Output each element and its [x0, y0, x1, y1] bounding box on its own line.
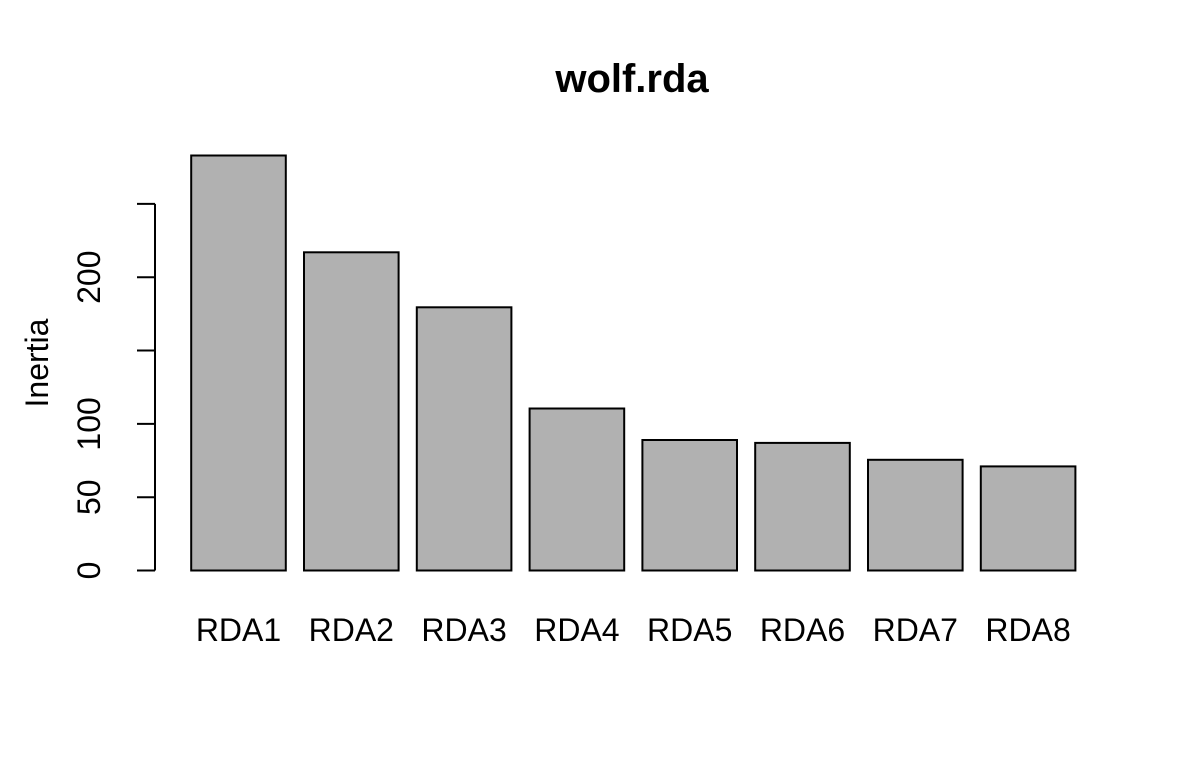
bar-RDA5 — [641, 439, 739, 572]
x-category-label-RDA8: RDA8 — [985, 612, 1070, 648]
bar-RDA6 — [754, 441, 851, 572]
bar-RDA3 — [415, 306, 513, 572]
bars-layer — [190, 154, 1077, 572]
x-category-label-RDA1: RDA1 — [196, 612, 281, 648]
bar-RDA7 — [867, 458, 964, 572]
x-category-label-RDA3: RDA3 — [421, 612, 506, 648]
x-category-label-RDA2: RDA2 — [309, 612, 394, 648]
x-category-label-RDA6: RDA6 — [760, 612, 845, 648]
x-category-label-RDA4: RDA4 — [534, 612, 619, 648]
x-category-label-RDA7: RDA7 — [873, 612, 958, 648]
chart-title: wolf.rda — [554, 57, 709, 101]
y-tick-label-0: 0 — [71, 562, 107, 580]
y-axis-label: Inertia — [19, 318, 55, 407]
y-tick-label-100: 100 — [71, 397, 107, 450]
bar-RDA8 — [979, 465, 1077, 572]
x-category-label-RDA5: RDA5 — [647, 612, 732, 648]
bar-RDA1 — [190, 154, 287, 572]
bar-RDA2 — [303, 251, 400, 572]
x-axis-labels: RDA1 RDA2 RDA3 RDA4 RDA5 RDA6 RDA7 RDA8 — [196, 612, 1071, 648]
y-tick-label-200: 200 — [71, 251, 107, 304]
y-axis: 0 50 100 200 — [71, 202, 156, 580]
y-tick-label-50: 50 — [71, 479, 107, 515]
bar-RDA4 — [528, 407, 626, 572]
